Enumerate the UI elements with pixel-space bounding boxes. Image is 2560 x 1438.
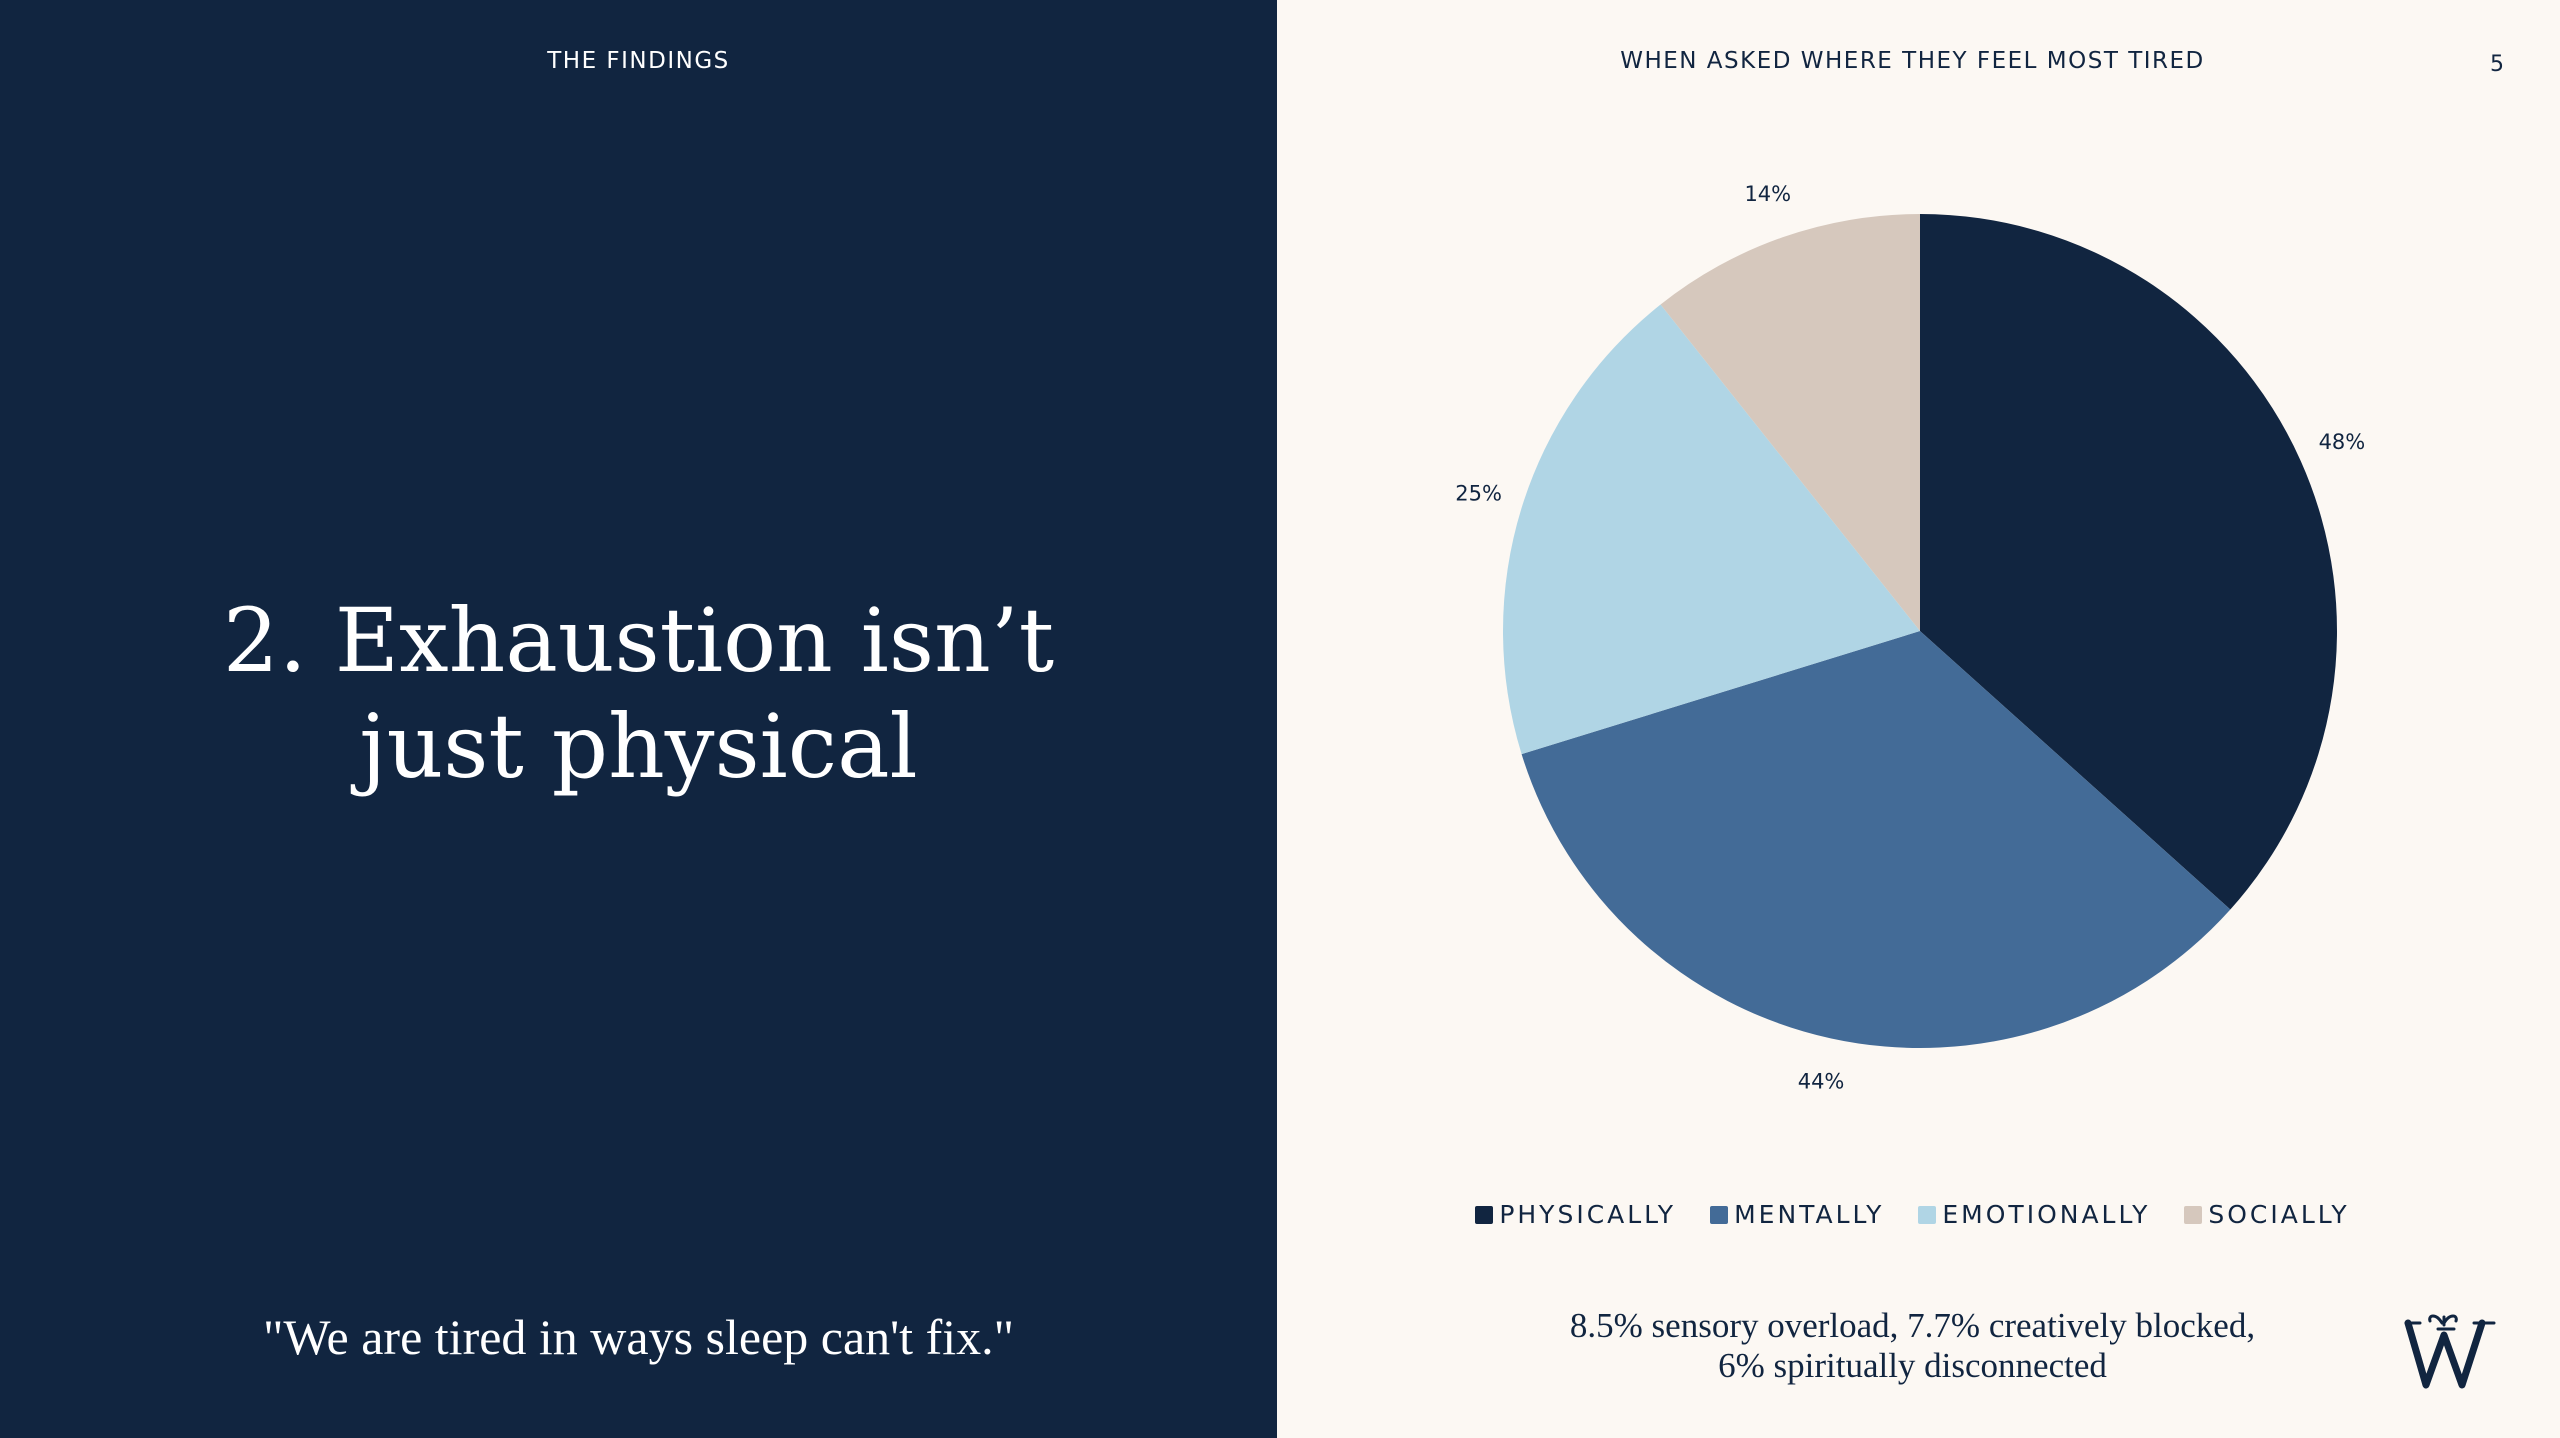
pie-slice-mentally <box>1521 631 2231 1049</box>
pie-label-emotionally: 25% <box>1455 482 1502 506</box>
pie-slice-physically <box>1920 214 2337 910</box>
legend-swatch-socially <box>2184 1205 2203 1224</box>
page-number: 5 <box>2490 52 2504 77</box>
pie-label-mentally: 44% <box>1798 1069 1845 1093</box>
pie-label-socially: 14% <box>1744 182 1791 206</box>
legend-item-socially: SOCIALLY <box>2184 1200 2349 1229</box>
legend-swatch-physically <box>1475 1205 1494 1224</box>
headline-line-1: 2. Exhaustion isn’t <box>222 589 1055 692</box>
right-panel: WHEN ASKED WHERE THEY FEEL MOST TIRED 5 … <box>1277 0 2560 1438</box>
legend-label-physically: PHYSICALLY <box>1499 1200 1677 1229</box>
chart-footnote: 8.5% sensory overload, 7.7% creatively b… <box>1271 1306 2554 1386</box>
pull-quote: "We are tired in ways sleep can't fix." <box>262 1309 1015 1365</box>
left-panel: THE FINDINGS 2. Exhaustion isn’t just ph… <box>0 0 1277 1438</box>
pie-slices <box>1503 214 2337 1049</box>
chart-title: WHEN ASKED WHERE THEY FEEL MOST TIRED <box>1620 48 2205 74</box>
legend-label-emotionally: EMOTIONALLY <box>1942 1200 2151 1229</box>
chart-legend: PHYSICALLY MENTALLY EMOTIONALLY SOCIALLY <box>1271 1200 2554 1229</box>
footnote-line-2: 6% spiritually disconnected <box>1718 1346 2107 1385</box>
legend-label-socially: SOCIALLY <box>2208 1200 2350 1229</box>
legend-swatch-emotionally <box>1918 1205 1937 1224</box>
slide-headline: 2. Exhaustion isn’t just physical <box>0 588 1277 800</box>
footnote-line-1: 8.5% sensory overload, 7.7% creatively b… <box>1569 1306 2256 1345</box>
legend-swatch-mentally <box>1710 1205 1729 1224</box>
pie-slice-emotionally <box>1503 304 1920 755</box>
legend-item-mentally: MENTALLY <box>1710 1200 1884 1229</box>
w-monogram-logo-icon <box>2404 1314 2496 1389</box>
pie-slice-socially <box>1660 214 1920 631</box>
legend-item-emotionally: EMOTIONALLY <box>1918 1200 2150 1229</box>
pie-label-physically: 48% <box>2319 430 2366 454</box>
legend-label-mentally: MENTALLY <box>1734 1200 1885 1229</box>
section-eyebrow: THE FINDINGS <box>547 48 730 74</box>
headline-line-2: just physical <box>359 695 918 798</box>
pie-labels: 48% 44% 25% 14% <box>1455 182 2365 1093</box>
legend-item-physically: PHYSICALLY <box>1475 1200 1676 1229</box>
pie-chart: 48% 44% 25% 14% <box>1455 182 2365 1093</box>
